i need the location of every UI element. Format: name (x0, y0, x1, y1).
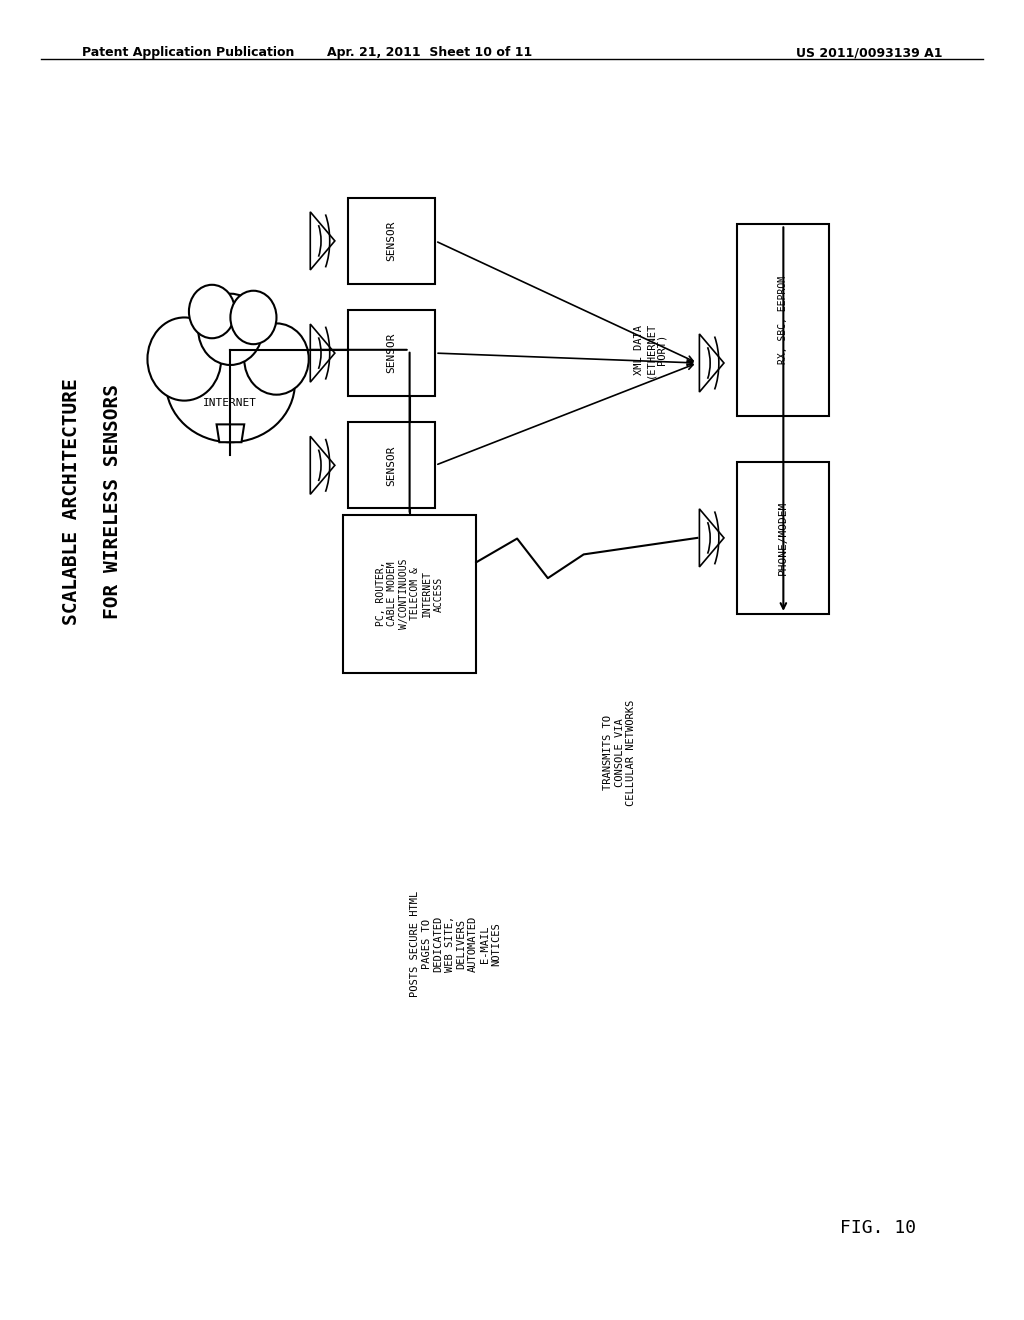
Text: SCALABLE ARCHITECTURE: SCALABLE ARCHITECTURE (62, 379, 81, 624)
Text: PC, ROUTER,
CABLE MODEM
W/CONTINUOUS
TELECOM &
INTERNET
ACCESS: PC, ROUTER, CABLE MODEM W/CONTINUOUS TEL… (376, 558, 443, 630)
Ellipse shape (166, 323, 295, 442)
FancyBboxPatch shape (737, 462, 829, 614)
Text: FIG. 10: FIG. 10 (840, 1218, 915, 1237)
Ellipse shape (245, 323, 309, 395)
FancyBboxPatch shape (348, 310, 435, 396)
Text: SENSOR: SENSOR (387, 445, 396, 486)
Text: RX, SBC, EEPROM: RX, SBC, EEPROM (778, 276, 788, 364)
Text: POSTS SECURE HTML
PAGES TO
DEDICATED
WEB SITE,
DELIVERS
AUTOMATED
E-MAIL
NOTICES: POSTS SECURE HTML PAGES TO DEDICATED WEB… (410, 891, 502, 997)
Ellipse shape (147, 318, 221, 401)
Text: TRANSMITS TO
CONSOLE VIA
CELLULAR NETWORKS: TRANSMITS TO CONSOLE VIA CELLULAR NETWOR… (603, 700, 636, 805)
FancyBboxPatch shape (343, 515, 476, 673)
Text: XML DATA
(ETHERNET
PORT): XML DATA (ETHERNET PORT) (634, 322, 667, 378)
Text: US 2011/0093139 A1: US 2011/0093139 A1 (796, 46, 942, 59)
FancyBboxPatch shape (348, 198, 435, 284)
Ellipse shape (188, 285, 236, 338)
Text: SENSOR: SENSOR (387, 333, 396, 374)
Polygon shape (217, 425, 245, 442)
Text: PHONE/MODEM: PHONE/MODEM (778, 500, 788, 576)
FancyBboxPatch shape (348, 422, 435, 508)
Text: Patent Application Publication: Patent Application Publication (82, 46, 294, 59)
Text: FOR WIRELESS SENSORS: FOR WIRELESS SENSORS (103, 384, 122, 619)
Text: INTERNET: INTERNET (204, 397, 257, 408)
FancyBboxPatch shape (737, 224, 829, 416)
Ellipse shape (199, 294, 262, 364)
Ellipse shape (230, 290, 276, 345)
Text: SENSOR: SENSOR (387, 220, 396, 261)
Text: Apr. 21, 2011  Sheet 10 of 11: Apr. 21, 2011 Sheet 10 of 11 (328, 46, 532, 59)
